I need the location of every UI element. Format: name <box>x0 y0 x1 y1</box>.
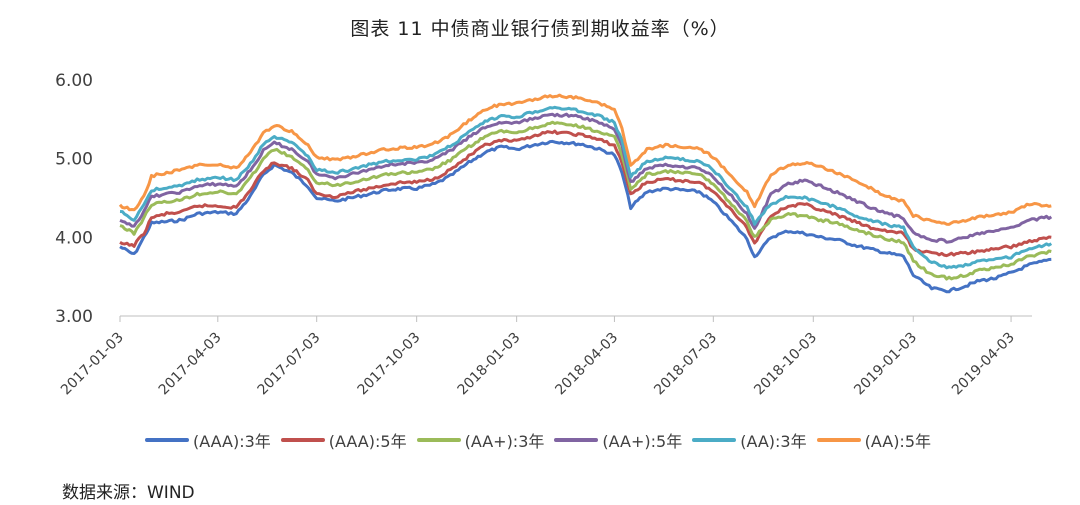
chart-title: 图表 11 中债商业银行债到期收益率（%） <box>350 18 730 40</box>
x-tick-label: 2019-04-03 <box>949 330 1018 399</box>
x-tick-label: 2018-10-03 <box>751 330 820 399</box>
legend-label: (AA+):5年 <box>602 432 683 451</box>
legend-swatch <box>692 438 737 442</box>
x-tick-label: 2018-04-03 <box>552 330 621 399</box>
legend-swatch <box>816 438 861 442</box>
y-tick-label: 3.00 <box>55 307 93 327</box>
series-line <box>119 112 1053 244</box>
legend-swatch <box>144 438 189 442</box>
legend-label: (AA+):3年 <box>464 432 545 451</box>
x-tick-label: 2017-01-03 <box>58 330 127 399</box>
legend-swatch <box>280 438 325 442</box>
legend-item: (AA):3年 <box>692 428 807 452</box>
legend-item: (AAA):5年 <box>280 428 407 452</box>
legend: (AAA):3年 (AAA):5年 (AA+):3年 (AA+):5年 (AA):3年 (… <box>0 428 1080 452</box>
series-line <box>118 93 1052 226</box>
legend-item: (AA+):3年 <box>416 428 545 452</box>
legend-label: (AAA):3年 <box>192 432 271 451</box>
x-tick-label: 2017-10-03 <box>355 330 424 399</box>
legend-item: (AA):5年 <box>816 428 932 452</box>
series-line <box>119 139 1052 294</box>
legend-item: (AA+):5年 <box>554 428 682 452</box>
x-tick-label: 2017-04-03 <box>156 330 225 399</box>
series-line <box>119 129 1052 258</box>
legend-label: (AA):3年 <box>740 432 807 451</box>
legend-item: (AAA):3年 <box>144 428 271 452</box>
y-tick-label: 4.00 <box>55 228 93 248</box>
source-note: 数据来源：WIND <box>62 483 195 503</box>
y-axis-labels: 3.00 4.00 5.00 6.00 <box>55 71 93 327</box>
x-tick-label: 2017-07-03 <box>255 330 324 399</box>
y-tick-label: 5.00 <box>55 150 93 170</box>
series-lines <box>118 93 1053 294</box>
x-tick-label: 2019-01-03 <box>851 330 920 399</box>
legend-swatch <box>416 438 461 442</box>
legend-label: (AA):5年 <box>864 432 932 451</box>
series-line <box>119 120 1052 281</box>
y-tick-label: 6.00 <box>55 71 93 91</box>
x-tick-label: 2018-07-03 <box>651 330 720 399</box>
series-line <box>119 105 1053 270</box>
legend-swatch <box>554 438 599 442</box>
legend-label: (AAA):5年 <box>328 432 407 451</box>
x-axis: 2017-01-03 2017-04-03 2017-07-03 2017-10-03… <box>58 315 1032 399</box>
x-tick-label: 2018-01-03 <box>455 330 524 399</box>
